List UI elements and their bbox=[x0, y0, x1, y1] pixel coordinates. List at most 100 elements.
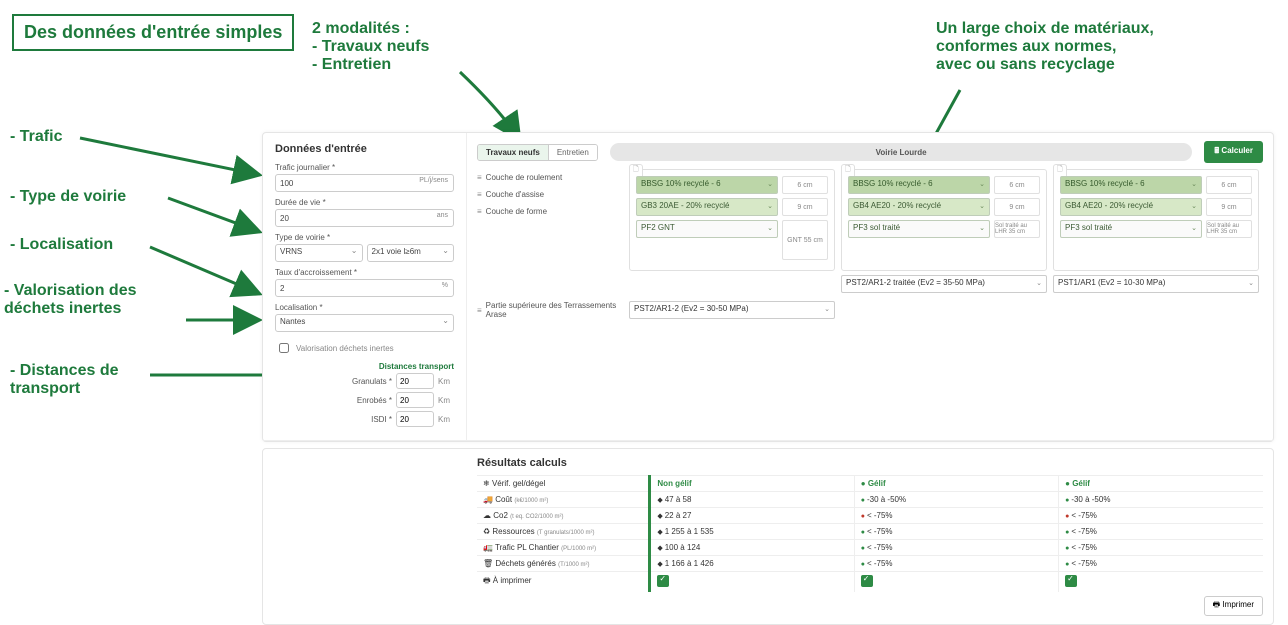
layer-label-roulement: Couche de roulement bbox=[477, 173, 623, 182]
card-3-layer-1-thick: 6 cm bbox=[1206, 176, 1252, 194]
chevron-down-icon: ⌄ bbox=[824, 305, 830, 313]
card-2-layer-2-thick: 9 cm bbox=[994, 198, 1040, 216]
field-voirie: Type de voirie * VRNS 2x1 voie l≥6m bbox=[275, 233, 454, 262]
field-valorisation-label: Valorisation déchets inertes bbox=[296, 344, 394, 353]
print-check-2[interactable] bbox=[861, 575, 873, 587]
dist-granulats-unit: Km bbox=[438, 377, 454, 386]
field-voirie-select-2[interactable]: 2x1 voie l≥6m bbox=[367, 244, 455, 262]
field-localisation-select[interactable]: Nantes bbox=[275, 314, 454, 332]
results-title: Résultats calculs bbox=[477, 457, 1263, 469]
dist-row-granulats: Granulats * Km bbox=[275, 373, 454, 389]
results-row-co2: ☁ Co2 (t eq. CO2/1000 m²) 22 à 27 < -75%… bbox=[477, 508, 1263, 524]
pill-voirie-title: Voirie Lourde bbox=[610, 143, 1193, 161]
field-duree-label: Durée de vie * bbox=[275, 198, 454, 207]
card-1-layer-3-select[interactable]: PF2 GNT⌄ bbox=[636, 220, 778, 238]
chevron-down-icon: ⌄ bbox=[979, 202, 985, 210]
card-2-layer-3-select[interactable]: PF3 sol traité⌄ bbox=[848, 220, 990, 238]
tabs: Travaux neufs Entretien bbox=[477, 144, 598, 161]
dist-isdi-label: ISDI * bbox=[371, 415, 392, 424]
chevron-down-icon: ⌄ bbox=[979, 180, 985, 188]
card-1-layer-1-select[interactable]: BBSG 10% recyclé - 6⌄ bbox=[636, 176, 778, 194]
arase-row-upper: PST2/AR1-2 traitée (Ev2 = 35-50 MPa)⌄ PS… bbox=[477, 275, 1263, 293]
material-card-1: BBSG 10% recyclé - 6⌄ 6 cm GB3 20AE - 20… bbox=[629, 169, 835, 271]
field-accroissement-label: Taux d'accroissement * bbox=[275, 268, 454, 277]
card-2-arase-select[interactable]: PST2/AR1-2 traitée (Ev2 = 35-50 MPa)⌄ bbox=[841, 275, 1047, 293]
annotation-left-valorisation: - Valorisation des déchets inertes bbox=[4, 282, 136, 318]
card-3-layer-3-select[interactable]: PF3 sol traité⌄ bbox=[1060, 220, 1202, 238]
chevron-down-icon: ⌄ bbox=[1191, 224, 1197, 232]
card-3-notch-icon bbox=[1053, 164, 1067, 176]
dist-row-enrobes: Enrobés * Km bbox=[275, 392, 454, 408]
chevron-down-icon: ⌄ bbox=[767, 202, 773, 210]
results-row-gel: ❄ Vérif. gel/dégel Non gélif ● Gélif ● G… bbox=[477, 476, 1263, 492]
chevron-down-icon: ⌄ bbox=[767, 224, 773, 232]
field-valorisation-checkbox[interactable] bbox=[279, 343, 289, 353]
field-duree-input[interactable] bbox=[275, 209, 454, 227]
cards-row: Couche de roulement Couche d'assise Couc… bbox=[477, 169, 1263, 271]
annotation-left-localisation: - Localisation bbox=[10, 236, 113, 254]
material-card-3: BBSG 10% recyclé - 6⌄ 6 cm GB4 AE20 - 20… bbox=[1053, 169, 1259, 271]
results-table: ❄ Vérif. gel/dégel Non gélif ● Gélif ● G… bbox=[477, 475, 1263, 592]
card-3-layer-2-select[interactable]: GB4 AE20 - 20% recyclé⌄ bbox=[1060, 198, 1202, 216]
calc-button[interactable]: Calculer bbox=[1204, 141, 1263, 163]
sidebar: Données d'entrée Trafic journalier * PL/… bbox=[263, 133, 467, 440]
card-1-layer-2-select[interactable]: GB3 20AE - 20% recyclé⌄ bbox=[636, 198, 778, 216]
field-valorisation: Valorisation déchets inertes bbox=[275, 340, 454, 356]
tab-travaux-neufs[interactable]: Travaux neufs bbox=[478, 145, 549, 160]
card-2-layer-2-select[interactable]: GB4 AE20 - 20% recyclé⌄ bbox=[848, 198, 990, 216]
field-localisation-label: Localisation * bbox=[275, 303, 454, 312]
results-row-trafic-pl: 🚛 Trafic PL Chantier (PL/1000 m²) 100 à … bbox=[477, 540, 1263, 556]
arase-row-lower: Partie supérieure des Terrassements Aras… bbox=[477, 301, 1263, 319]
dist-enrobes-unit: Km bbox=[438, 396, 454, 405]
field-voirie-select-1[interactable]: VRNS bbox=[275, 244, 363, 262]
annotation-left-trafic: - Trafic bbox=[10, 128, 62, 146]
results-row-dechets: 🗑 Déchets générés (T/1000 m²) 1 166 à 1 … bbox=[477, 556, 1263, 572]
layer-label-forme: Couche de forme bbox=[477, 207, 623, 216]
chevron-down-icon: ⌄ bbox=[1191, 202, 1197, 210]
tab-entretien[interactable]: Entretien bbox=[549, 145, 597, 160]
print-button[interactable]: Imprimer bbox=[1204, 596, 1263, 616]
dist-isdi-unit: Km bbox=[438, 415, 454, 424]
annotation-materials: Un large choix de matériaux, conformes a… bbox=[936, 20, 1154, 74]
print-check-3[interactable] bbox=[1065, 575, 1077, 587]
print-check-1[interactable] bbox=[657, 575, 669, 587]
chevron-down-icon: ⌄ bbox=[1248, 279, 1254, 287]
field-duree: Durée de vie * ans bbox=[275, 198, 454, 227]
layer-label-assise: Couche d'assise bbox=[477, 190, 623, 199]
annotation-left-distances: - Distances de transport bbox=[10, 362, 118, 398]
field-accroissement: Taux d'accroissement * % bbox=[275, 268, 454, 297]
distances-title: Distances transport bbox=[275, 362, 454, 371]
card-3-arase-select[interactable]: PST1/AR1 (Ev2 = 10-30 MPa)⌄ bbox=[1053, 275, 1259, 293]
card-2-layer-1-select[interactable]: BBSG 10% recyclé - 6⌄ bbox=[848, 176, 990, 194]
results-panel: Résultats calculs ❄ Vérif. gel/dégel Non… bbox=[262, 448, 1274, 625]
material-card-2: BBSG 10% recyclé - 6⌄ 6 cm GB4 AE20 - 20… bbox=[841, 169, 1047, 271]
card-1-layer-1-thick: 6 cm bbox=[782, 176, 828, 194]
app-container: Données d'entrée Trafic journalier * PL/… bbox=[262, 132, 1274, 442]
dist-granulats-input[interactable] bbox=[396, 373, 434, 389]
field-duree-unit: ans bbox=[437, 212, 448, 219]
dist-granulats-label: Granulats * bbox=[352, 377, 392, 386]
card-1-arase-select[interactable]: PST2/AR1-2 (Ev2 = 30-50 MPa)⌄ bbox=[629, 301, 835, 319]
field-voirie-label: Type de voirie * bbox=[275, 233, 454, 242]
field-trafic-unit: PL/j/sens bbox=[419, 177, 448, 184]
card-2-layer-1-thick: 6 cm bbox=[994, 176, 1040, 194]
dist-enrobes-input[interactable] bbox=[396, 392, 434, 408]
card-3-layer-2-thick: 9 cm bbox=[1206, 198, 1252, 216]
field-accroissement-input[interactable] bbox=[275, 279, 454, 297]
results-row-ressources: ♻ Ressources (T granulats/1000 m²) 1 255… bbox=[477, 524, 1263, 540]
annotation-modalites: 2 modalités : - Travaux neufs - Entretie… bbox=[312, 20, 429, 74]
sidebar-title: Données d'entrée bbox=[275, 143, 454, 155]
results-row-imprimer: 🖶 À imprimer bbox=[477, 572, 1263, 593]
main-panel: Travaux neufs Entretien Voirie Lourde Ca… bbox=[467, 133, 1273, 440]
annotation-modalites-l1: - Travaux neufs bbox=[312, 38, 429, 55]
field-localisation: Localisation * Nantes bbox=[275, 303, 454, 332]
card-3-layer-1-select[interactable]: BBSG 10% recyclé - 6⌄ bbox=[1060, 176, 1202, 194]
dist-isdi-input[interactable] bbox=[396, 411, 434, 427]
card-2-layer-3-thick: Sol traité au LHR 35 cm bbox=[994, 220, 1040, 238]
card-1-layer-3-thick: GNT 55 cm bbox=[782, 220, 828, 260]
chevron-down-icon: ⌄ bbox=[1191, 180, 1197, 188]
dist-enrobes-label: Enrobés * bbox=[357, 396, 392, 405]
card-1-notch-icon bbox=[629, 164, 643, 176]
layer-labels: Couche de roulement Couche d'assise Couc… bbox=[477, 169, 623, 271]
field-trafic: Trafic journalier * PL/j/sens bbox=[275, 163, 454, 192]
